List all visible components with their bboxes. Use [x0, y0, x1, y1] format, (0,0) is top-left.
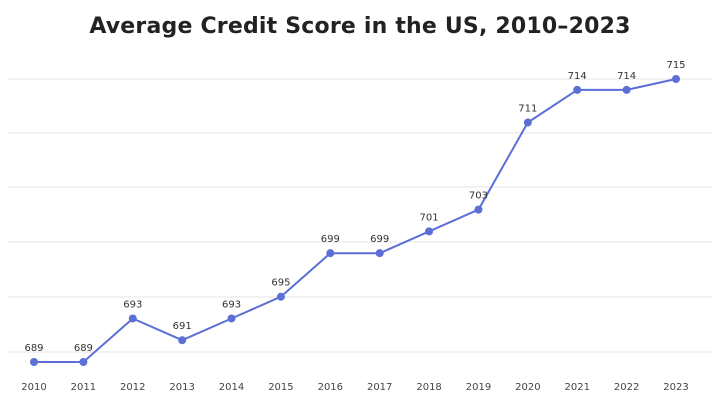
data-point-2017: [375, 249, 384, 258]
x-tick-label-2012: 2012: [120, 382, 145, 393]
data-point-2020: [523, 118, 532, 127]
data-label-2010: 689: [24, 343, 43, 354]
data-label-2012: 693: [123, 299, 142, 310]
data-label-2019: 703: [469, 191, 488, 202]
data-point-2013: [178, 336, 187, 345]
x-tick-label-2014: 2014: [219, 382, 244, 393]
data-label-2020: 711: [518, 104, 537, 115]
data-point-2014: [227, 314, 236, 323]
data-point-2016: [326, 249, 335, 258]
data-point-2018: [425, 227, 434, 236]
data-labels: 689 689 693 691 693 695 699 699 701 703 711 714 714 7…: [24, 60, 685, 354]
data-label-2018: 701: [420, 212, 439, 223]
x-tick-label-2021: 2021: [565, 382, 590, 393]
data-point-2011: [79, 358, 88, 366]
data-point-2021: [573, 85, 582, 94]
x-tick-label-2011: 2011: [71, 382, 96, 393]
data-point-2019: [474, 205, 483, 214]
data-point-2012: [128, 314, 137, 323]
x-axis-ticks: 2010 2011 2012 2013 2014 2015 2016 2017 2018 2019…: [21, 382, 688, 393]
x-tick-label-2018: 2018: [416, 382, 441, 393]
x-tick-label-2023: 2023: [663, 382, 688, 393]
x-tick-label-2017: 2017: [367, 382, 392, 393]
data-label-2017: 699: [370, 234, 389, 245]
data-label-2023: 715: [666, 60, 685, 71]
data-point-2023: [672, 75, 680, 83]
x-tick-label-2016: 2016: [318, 382, 343, 393]
data-label-2014: 693: [222, 299, 241, 310]
series-line-group: [34, 78, 677, 363]
x-tick-label-2022: 2022: [614, 382, 639, 393]
data-points: [30, 75, 680, 366]
data-point-2010: [30, 358, 38, 366]
chart-title: Average Credit Score in the US, 2010–202…: [89, 14, 631, 39]
data-label-2021: 714: [568, 71, 587, 82]
data-label-2022: 714: [617, 71, 636, 82]
data-label-2015: 695: [271, 278, 290, 289]
data-label-2016: 699: [321, 234, 340, 245]
data-label-2011: 689: [74, 343, 93, 354]
series-line: [34, 78, 677, 363]
gridlines: [8, 78, 712, 353]
data-label-2013: 691: [173, 321, 192, 332]
data-point-2022: [622, 85, 631, 94]
x-tick-label-2020: 2020: [515, 382, 540, 393]
x-tick-label-2015: 2015: [268, 382, 293, 393]
data-point-2015: [276, 292, 285, 301]
x-tick-label-2013: 2013: [169, 382, 194, 393]
x-tick-label-2019: 2019: [466, 382, 491, 393]
x-tick-label-2010: 2010: [21, 382, 46, 393]
